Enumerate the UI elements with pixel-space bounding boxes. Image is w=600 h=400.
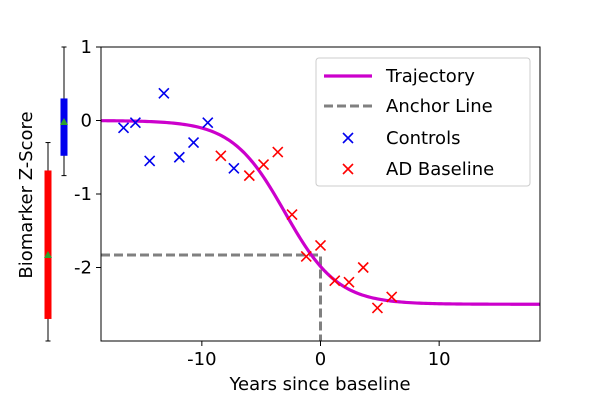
y-tick-label: 1: [81, 37, 92, 58]
x-axis-label: Years since baseline: [228, 374, 410, 395]
plot-series: [101, 87, 540, 341]
ad-baseline-point: [286, 209, 298, 221]
controls-point: [117, 122, 130, 134]
y-tick-label: -1: [74, 184, 92, 205]
y-axis-label: Biomarker Z-Score: [16, 111, 37, 278]
y-tick-label: -2: [74, 258, 92, 279]
controls-point-stroke-b: [117, 122, 130, 134]
legend-swatch-controls: [342, 132, 354, 144]
x-tick-label: 10: [428, 349, 451, 370]
ad-baseline-point-stroke-b: [371, 302, 384, 314]
ad-baseline-point: [343, 276, 355, 288]
ad-baseline-point-stroke-b: [243, 170, 255, 182]
y-tick-label: 0: [81, 111, 92, 132]
controls-point: [144, 155, 156, 167]
controls-point: [228, 162, 240, 174]
controls-point: [187, 136, 200, 149]
ad-baseline-point: [386, 291, 398, 303]
x-tick-label: -10: [187, 349, 216, 370]
controls-point-stroke-b: [158, 87, 170, 99]
trajectory-line: [101, 119, 540, 306]
legend-label: AD Baseline: [386, 159, 494, 180]
ad-baseline-point-stroke-b: [357, 261, 369, 274]
side-box-median-marker: [60, 117, 68, 125]
controls-point-stroke-b: [144, 155, 156, 167]
controls-point-stroke-b: [129, 117, 141, 129]
ad-baseline-point: [300, 250, 312, 263]
side-box-body: [44, 170, 52, 319]
legend-swatch-ad-baseline: [342, 163, 354, 175]
legend-label: Controls: [386, 128, 460, 149]
side-boxplots: [44, 46, 68, 342]
ad-baseline-point: [357, 261, 369, 274]
controls-point: [173, 151, 185, 163]
controls-point: [158, 87, 170, 99]
legend-swatch-ad-baseline-stroke-b: [342, 163, 354, 175]
anchor-line: [101, 253, 322, 341]
controls-point-stroke-b: [187, 136, 200, 149]
ad-baseline-point-stroke-b: [314, 239, 327, 252]
ad-baseline-point-stroke-b: [257, 159, 270, 171]
ad-baseline-point: [257, 159, 270, 171]
controls-point: [129, 117, 141, 129]
ad-baseline-point: [371, 302, 384, 314]
ad-baseline-point-stroke-b: [386, 291, 398, 303]
ad-baseline-point: [329, 275, 341, 287]
ad-baseline-point: [243, 170, 255, 182]
side-box-median-marker: [44, 251, 52, 259]
ad-baseline-point-stroke-b: [343, 276, 355, 288]
legend-swatch-controls-stroke-b: [342, 132, 354, 144]
controls-point-stroke-b: [228, 162, 240, 174]
legend-label: Anchor Line: [386, 96, 493, 117]
controls-point-stroke-b: [202, 117, 214, 129]
controls-point: [202, 117, 214, 129]
ad-baseline-point: [215, 150, 227, 162]
ad-baseline-point-stroke-b: [286, 209, 298, 221]
ad-baseline-point: [314, 239, 327, 252]
ad-baseline-point-stroke-b: [300, 250, 312, 263]
plot-area: [101, 87, 540, 341]
x-tick-label: 0: [315, 349, 326, 370]
controls-point-stroke-b: [173, 151, 185, 163]
ad-baseline-point-stroke-b: [272, 146, 284, 158]
ad-baseline-point: [272, 146, 284, 158]
legend-label: Trajectory: [385, 66, 475, 87]
side-box-body: [60, 98, 68, 156]
ad-baseline-point-stroke-b: [215, 150, 227, 162]
legend-box: [315, 57, 531, 187]
legend: Trajectory Anchor Line Controls AD Baseline: [315, 57, 531, 187]
ad-baseline-point-stroke-b: [329, 275, 341, 287]
